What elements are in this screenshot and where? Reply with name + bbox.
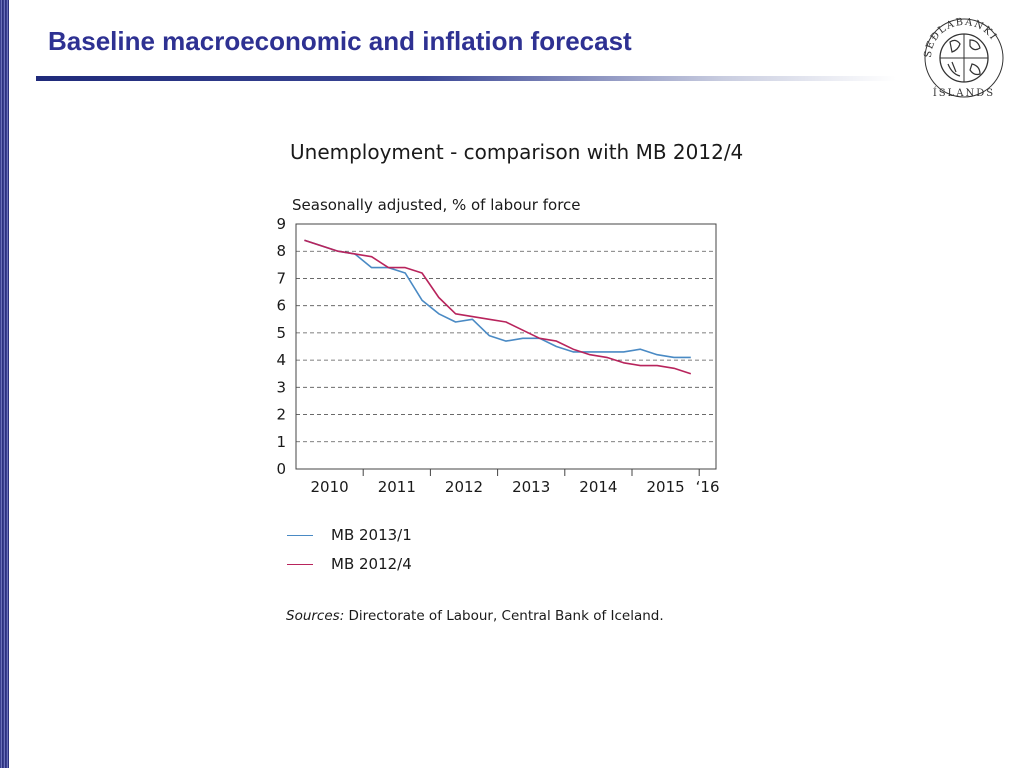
y-tick-label: 3	[276, 378, 286, 396]
legend-item-mb-2012-4: MB 2012/4	[287, 554, 412, 574]
slide-left-border	[0, 0, 9, 768]
chart-subtitle: Seasonally adjusted, % of labour force	[292, 196, 581, 214]
x-tick-label: 2015	[647, 478, 685, 496]
x-tick-label: 2014	[579, 478, 617, 496]
y-tick-label: 9	[276, 215, 286, 233]
svg-text:ÍSLANDS: ÍSLANDS	[933, 87, 995, 99]
y-tick-label: 8	[276, 242, 286, 260]
legend-item-mb-2013-1: MB 2013/1	[287, 525, 412, 545]
sources-note: Sources: Directorate of Labour, Central …	[286, 608, 664, 624]
chart-title: Unemployment - comparison with MB 2012/4	[290, 140, 744, 164]
legend-label: MB 2013/1	[331, 526, 412, 544]
title-underline	[36, 76, 896, 81]
y-tick-label: 2	[276, 406, 286, 424]
series-line-0	[304, 239, 691, 359]
slide-title: Baseline macroeconomic and inflation for…	[48, 26, 632, 56]
y-tick-label: 5	[276, 324, 286, 342]
y-tick-label: 7	[276, 269, 286, 287]
y-tick-label: 0	[276, 460, 286, 478]
plot-frame	[295, 223, 717, 470]
sources-text: Directorate of Labour, Central Bank of I…	[344, 608, 664, 624]
legend-swatch-red	[287, 563, 313, 565]
y-tick-label: 6	[276, 297, 286, 315]
sources-label: Sources:	[286, 608, 345, 624]
x-tick-label: 2012	[445, 478, 483, 496]
x-tick-label: ‘16	[696, 478, 720, 496]
y-tick-label: 4	[276, 351, 286, 369]
central-bank-seal-logo: SEÐLABANKI ÍSLANDS	[923, 17, 1004, 99]
x-tick-label: 2013	[512, 478, 550, 496]
series-line-1	[304, 239, 692, 375]
x-tick-label: 2010	[311, 478, 349, 496]
x-tick-label: 2011	[378, 478, 416, 496]
legend-swatch-blue	[287, 534, 313, 536]
legend-label: MB 2012/4	[331, 555, 412, 573]
unemployment-line-chart: 0 1 2 3 4 5 6 7 8 9 2010 2011 2012 2013 2014 2015 ‘16	[276, 215, 720, 496]
y-tick-label: 1	[276, 433, 286, 451]
